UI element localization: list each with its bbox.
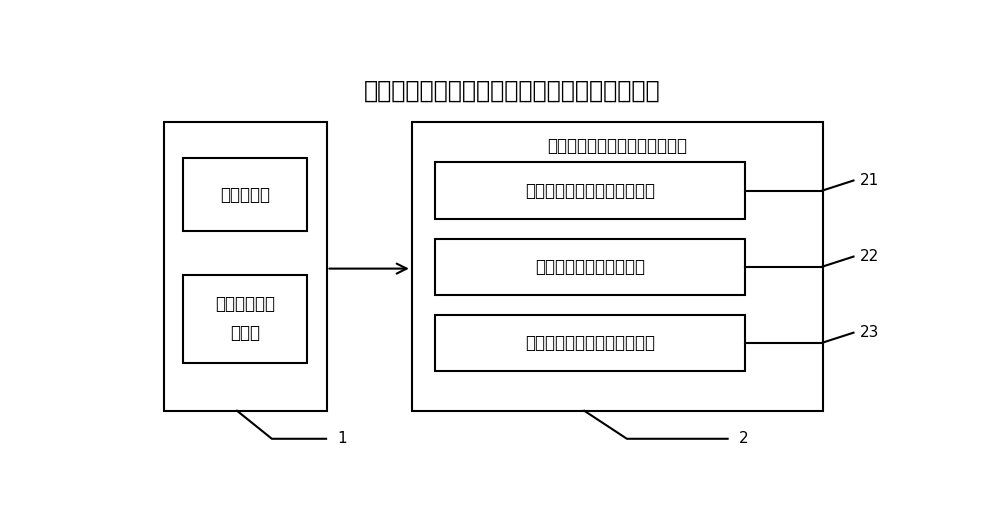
Text: 飞行员生理参数测定模块: 飞行员生理参数测定模块 bbox=[535, 257, 645, 276]
Text: 飞行员脑力负荷等级判定模块: 飞行员脑力负荷等级判定模块 bbox=[525, 334, 655, 352]
Bar bbox=[435, 162, 745, 218]
Bar bbox=[164, 122, 326, 411]
Bar bbox=[435, 315, 745, 371]
Text: 飞行员作业绩效指标测定模块: 飞行员作业绩效指标测定模块 bbox=[525, 181, 655, 200]
Text: 飞行员脑力负荷水平测定子系统: 飞行员脑力负荷水平测定子系统 bbox=[547, 137, 687, 155]
Bar bbox=[183, 275, 307, 363]
Text: 一种基于飞行模拟器的飞行员脑力负荷测定系统: 一种基于飞行模拟器的飞行员脑力负荷测定系统 bbox=[364, 79, 661, 102]
Text: 22: 22 bbox=[860, 249, 879, 264]
Text: 飞行模拟器: 飞行模拟器 bbox=[220, 186, 270, 203]
Bar bbox=[412, 122, 822, 411]
Text: 2: 2 bbox=[739, 431, 749, 446]
Bar bbox=[183, 159, 307, 230]
Bar bbox=[435, 239, 745, 295]
Text: 23: 23 bbox=[860, 325, 879, 340]
Text: 飞行特情设置
子系统: 飞行特情设置 子系统 bbox=[215, 295, 275, 342]
Text: 21: 21 bbox=[860, 173, 879, 188]
Text: 1: 1 bbox=[338, 431, 347, 446]
